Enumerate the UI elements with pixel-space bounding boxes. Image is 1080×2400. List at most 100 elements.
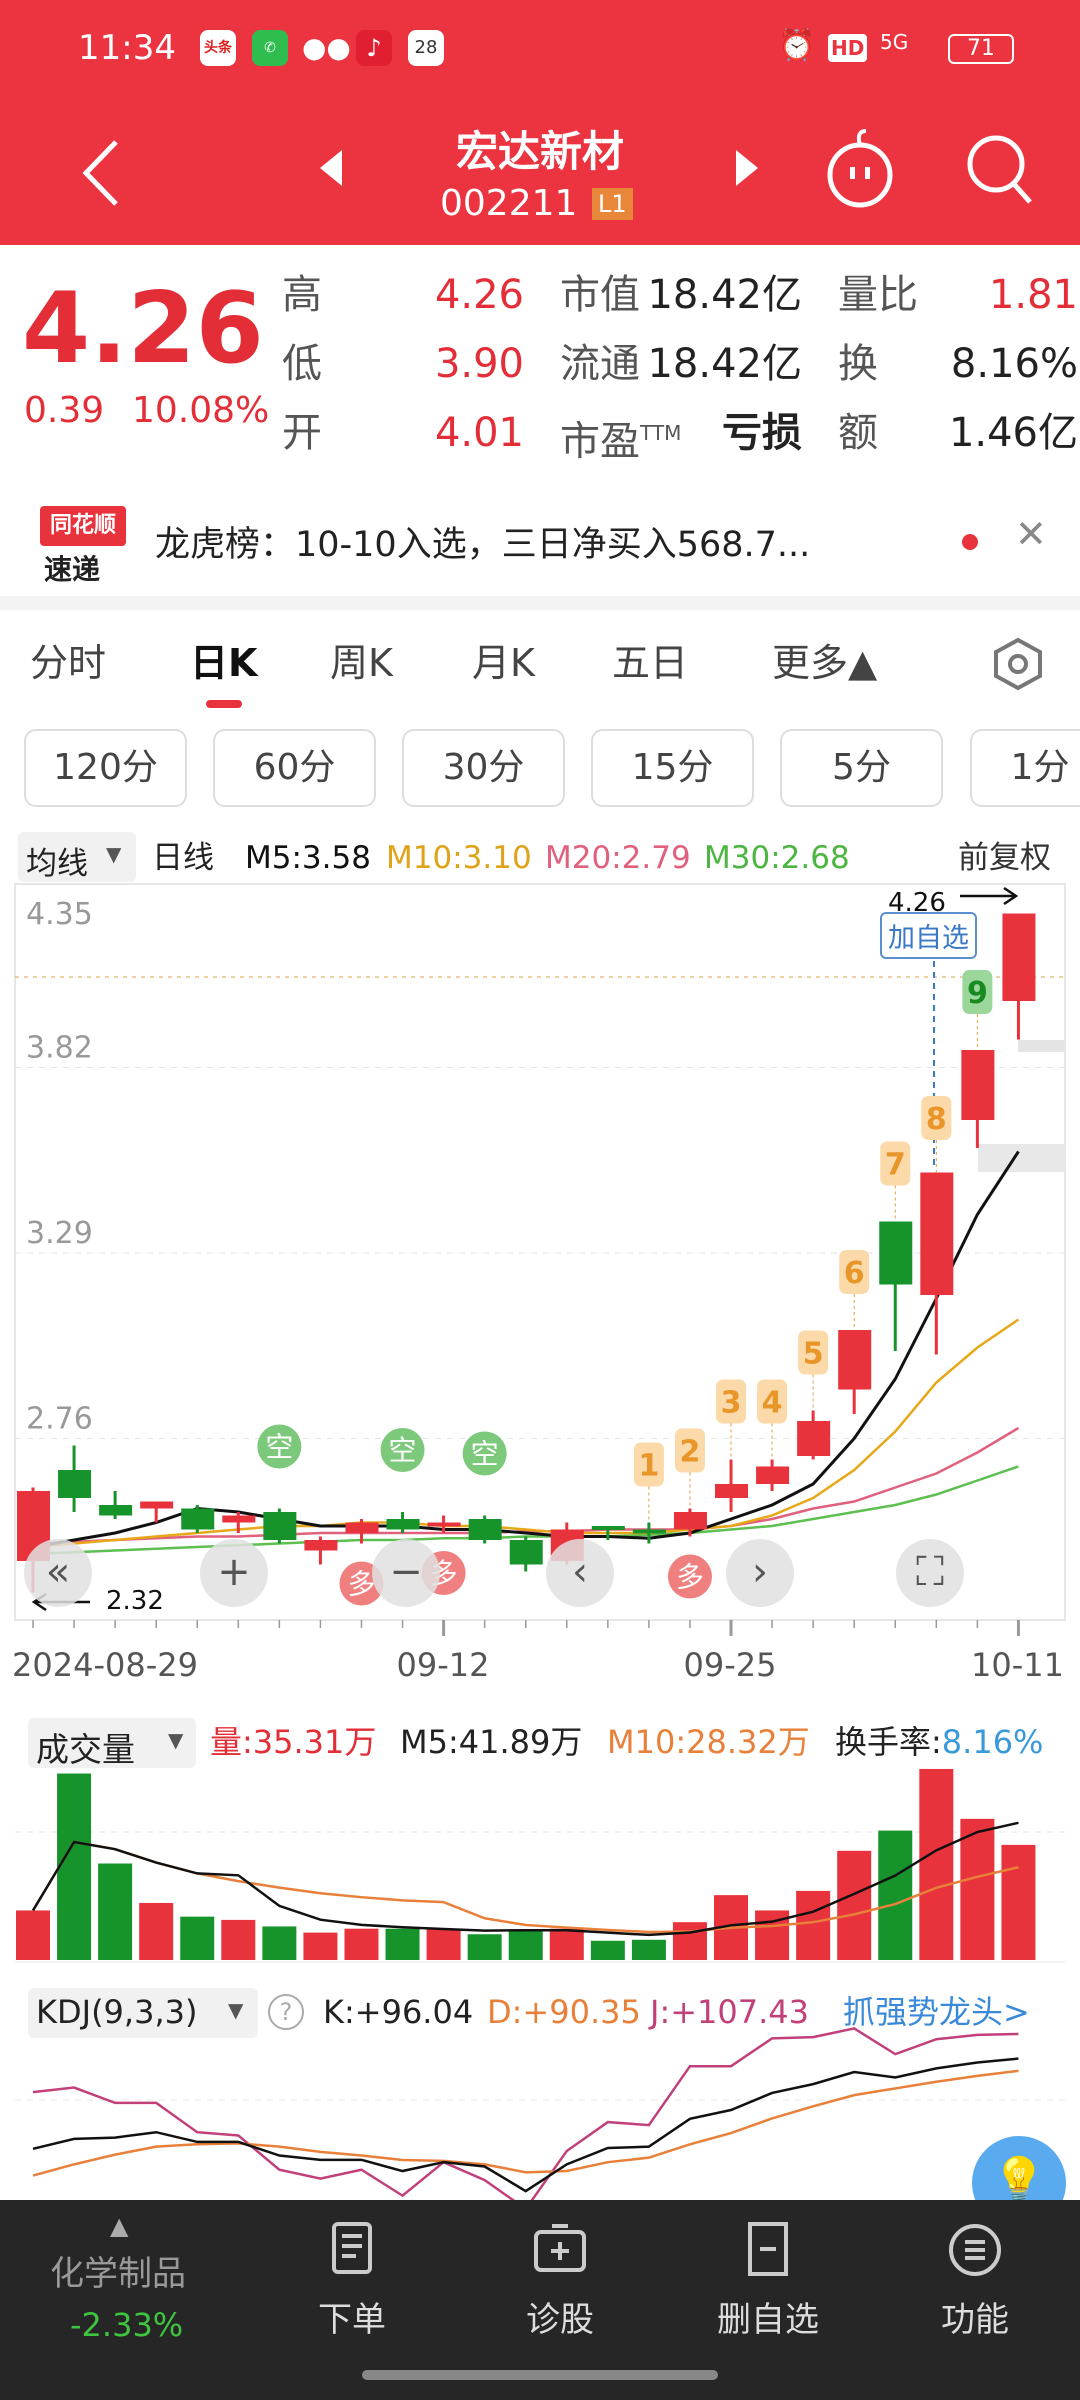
- candle: [1002, 913, 1036, 1040]
- sector-name[interactable]: 化学制品: [50, 2254, 186, 2294]
- back-icon[interactable]: [78, 138, 122, 208]
- period-label: 日线: [152, 840, 214, 876]
- candle-body: [468, 1519, 502, 1540]
- short-signal-icon: [462, 1431, 507, 1476]
- zoom-in-button[interactable]: +: [200, 1539, 268, 1607]
- period-button[interactable]: 30分: [402, 729, 565, 807]
- header: 11:34 头条 ✆ ●● ♪ 28 ⏰ HD 5G 71 宏达新材 00221…: [0, 0, 1080, 245]
- short-signal-label: 空: [265, 1431, 293, 1464]
- scroll-to-start-icon[interactable]: «: [24, 1539, 92, 1607]
- tab-3[interactable]: 月K: [472, 641, 535, 685]
- search-icon[interactable]: [962, 130, 1038, 210]
- tab-2[interactable]: 周K: [330, 641, 393, 685]
- period-button[interactable]: 120分: [24, 729, 187, 807]
- candle-body: [181, 1508, 215, 1530]
- ma10-value: M10:3.10: [386, 840, 532, 876]
- x-axis-label: 09-25: [684, 1646, 777, 1684]
- candle-body: [263, 1512, 297, 1540]
- news-banner[interactable]: 同花顺 速递 龙虎榜：10-10入选，三日净买入568.7... ✕: [0, 478, 1080, 594]
- indicator-selector[interactable]: KDJ(9,3,3) ▼: [28, 1988, 258, 2038]
- volume-bar: [344, 1928, 379, 1960]
- tab-0[interactable]: 分时: [30, 641, 107, 685]
- signal-marker-short: 空: [380, 1428, 425, 1472]
- ma-selector-label: 均线: [26, 846, 88, 882]
- toolbar-item-2[interactable]: 删自选: [688, 2220, 848, 2370]
- y-axis-label: 3.29: [26, 1216, 93, 1251]
- unread-dot: [962, 534, 978, 550]
- candle-body: [961, 1050, 995, 1120]
- quote-value: 1.46亿: [948, 410, 1078, 456]
- wechat-icon: ●●: [302, 31, 351, 64]
- period-button[interactable]: 60分: [213, 729, 376, 807]
- candle-body: [345, 1522, 379, 1533]
- toolbar-item-3[interactable]: 功能: [895, 2220, 1055, 2370]
- volume-ma5: M5:41.89万: [400, 1723, 583, 1761]
- count-badge: [921, 1096, 952, 1140]
- ma5-line: [32, 1150, 1020, 1549]
- count-badge: [839, 1250, 870, 1294]
- bottom-toolbar: ▲ 化学制品 -2.33% 下单 诊股 删自选 功能: [0, 2200, 1080, 2400]
- add-watchlist-button[interactable]: 加自选: [880, 912, 977, 959]
- ma-selector[interactable]: 均线 ▼: [18, 832, 136, 882]
- candle: [591, 1526, 625, 1540]
- scroll-right-button[interactable]: ›: [726, 1539, 794, 1607]
- expand-up-icon[interactable]: ▲: [110, 2212, 129, 2240]
- calendar-icon: 28: [408, 30, 444, 66]
- toolbar-label: 删自选: [717, 2300, 819, 2340]
- signal-marker-count: 5: [798, 1330, 829, 1411]
- volume-bar: [590, 1940, 625, 1960]
- volume-selector[interactable]: 成交量 ▼: [28, 1718, 196, 1769]
- candle: [427, 1515, 461, 1533]
- volume-bar: [426, 1928, 461, 1960]
- volume-bar: [672, 1922, 707, 1960]
- volume-value: 量:35.31万: [210, 1723, 377, 1761]
- section-divider: [0, 596, 1080, 610]
- volume-bar: [631, 1939, 666, 1960]
- period-button[interactable]: 5分: [780, 729, 943, 807]
- zoom-out-button[interactable]: −: [372, 1539, 440, 1607]
- level-badge: L1: [592, 188, 633, 220]
- robot-assistant-icon[interactable]: [822, 125, 898, 209]
- signal-marker-count: 4: [757, 1379, 788, 1460]
- hd-icon: HD: [828, 34, 868, 62]
- battery-icon: 71: [948, 34, 1014, 64]
- candle: [632, 1522, 666, 1544]
- home-indicator: [362, 2370, 718, 2380]
- signal-marker-count: 3: [716, 1379, 747, 1460]
- news-text[interactable]: 龙虎榜：10-10入选，三日净买入568.7...: [155, 525, 811, 565]
- quote-value: 4.01: [434, 410, 524, 456]
- candle-body: [673, 1512, 707, 1530]
- count-badge-label: 8: [926, 1102, 947, 1137]
- tab-5[interactable]: 更多▲: [772, 641, 878, 685]
- volume-bar: [837, 1850, 872, 1960]
- volume-bar: [385, 1928, 420, 1960]
- indicator-selector-label: KDJ(9,3,3): [36, 1993, 198, 2031]
- next-stock-icon[interactable]: [736, 150, 758, 186]
- prev-stock-icon[interactable]: [320, 150, 342, 186]
- toolbar-item-1[interactable]: 诊股: [480, 2220, 640, 2370]
- toolbar-item-0[interactable]: 下单: [272, 2220, 432, 2370]
- period-button[interactable]: 15分: [591, 729, 754, 807]
- period-button[interactable]: 1分: [970, 729, 1080, 807]
- tab-1[interactable]: 日K: [190, 641, 258, 685]
- count-badge-label: 3: [721, 1386, 742, 1421]
- count-badge-label: 1: [638, 1449, 659, 1484]
- long-signal-label: 多: [676, 1561, 704, 1594]
- candle: [879, 1221, 913, 1351]
- candle: [58, 1445, 92, 1512]
- strong-leader-link[interactable]: 抓强势龙头>: [843, 1993, 1030, 2031]
- quote-label: 开: [282, 410, 322, 456]
- help-icon[interactable]: ?: [268, 1994, 304, 2030]
- count-badge-label: 5: [803, 1337, 824, 1372]
- settings-hexagon-icon[interactable]: [990, 636, 1046, 692]
- volume-bar: [549, 1928, 584, 1960]
- adjust-mode[interactable]: 前复权: [958, 840, 1051, 876]
- close-icon[interactable]: ✕: [1015, 512, 1047, 556]
- tab-4[interactable]: 五日: [612, 641, 689, 685]
- candle-body: [509, 1540, 543, 1565]
- candle: [673, 1508, 707, 1537]
- fullscreen-icon[interactable]: ⛶: [896, 1539, 964, 1607]
- volume-selector-label: 成交量: [36, 1730, 135, 1769]
- scroll-left-button[interactable]: ‹: [546, 1539, 614, 1607]
- candle-body: [1002, 913, 1036, 1001]
